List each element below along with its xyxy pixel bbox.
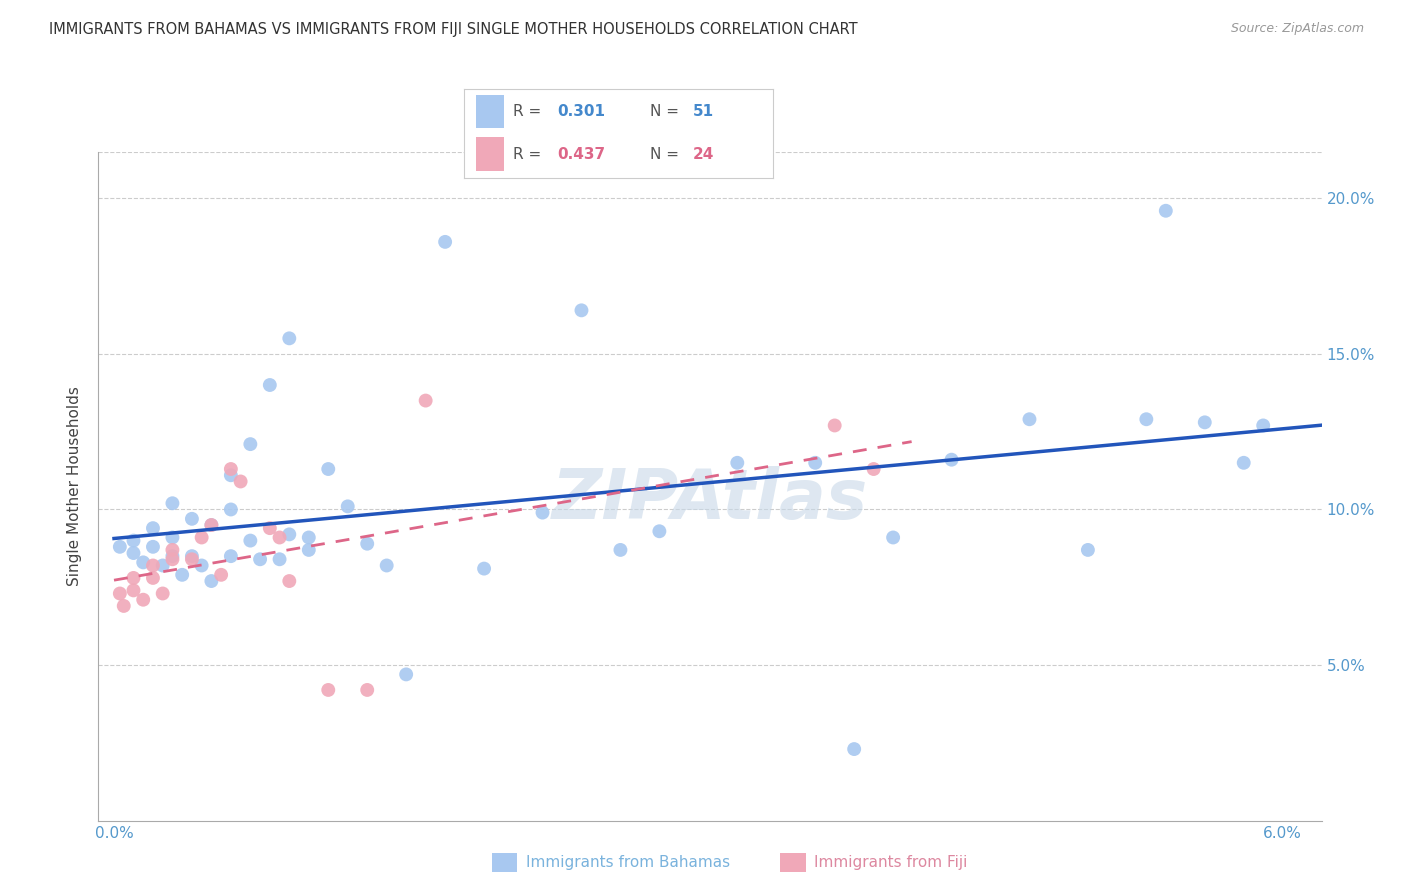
- Point: [571, 303, 593, 318]
- Y-axis label: Single Mother Households: Single Mother Households: [67, 386, 83, 586]
- Point: [941, 452, 963, 467]
- Text: R =: R =: [513, 104, 547, 119]
- Point: [298, 531, 321, 545]
- Point: [434, 235, 457, 249]
- Text: 0.437: 0.437: [557, 147, 605, 161]
- Point: [162, 543, 184, 558]
- Point: [1233, 456, 1256, 470]
- FancyBboxPatch shape: [477, 137, 505, 171]
- Point: [190, 531, 212, 545]
- Point: [1154, 203, 1177, 218]
- Point: [132, 555, 155, 569]
- Point: [122, 583, 145, 598]
- Point: [122, 546, 145, 560]
- Point: [1018, 412, 1040, 426]
- Point: [356, 537, 378, 551]
- Point: [278, 527, 301, 541]
- Point: [844, 742, 866, 756]
- Point: [804, 456, 827, 470]
- Point: [239, 533, 262, 548]
- Point: [122, 571, 145, 585]
- Point: [259, 521, 281, 535]
- Point: [375, 558, 398, 573]
- Point: [172, 567, 194, 582]
- Point: [1135, 412, 1157, 426]
- Point: [219, 468, 242, 483]
- Point: [1194, 415, 1216, 429]
- Point: [112, 599, 135, 613]
- Point: [152, 558, 174, 573]
- Text: R =: R =: [513, 147, 547, 161]
- Point: [725, 456, 748, 470]
- Point: [882, 531, 904, 545]
- Point: [1077, 543, 1099, 558]
- Text: ZIPAtlas: ZIPAtlas: [553, 466, 868, 533]
- Text: 51: 51: [693, 104, 714, 119]
- Point: [1251, 418, 1274, 433]
- Point: [142, 571, 165, 585]
- Text: 0.301: 0.301: [557, 104, 605, 119]
- Point: [298, 543, 321, 558]
- Point: [259, 378, 281, 392]
- Point: [122, 533, 145, 548]
- Point: [278, 331, 301, 345]
- Point: [239, 437, 262, 451]
- Point: [229, 475, 252, 489]
- Text: Immigrants from Fiji: Immigrants from Fiji: [814, 855, 967, 870]
- Point: [395, 667, 418, 681]
- Text: N =: N =: [650, 147, 683, 161]
- Point: [219, 549, 242, 563]
- Point: [200, 574, 222, 588]
- Point: [472, 561, 495, 575]
- Point: [269, 552, 291, 566]
- Point: [862, 462, 884, 476]
- Point: [200, 518, 222, 533]
- Point: [162, 552, 184, 566]
- Point: [415, 393, 437, 408]
- Point: [190, 558, 212, 573]
- Point: [180, 512, 202, 526]
- Point: [316, 682, 339, 697]
- Point: [132, 592, 155, 607]
- Text: Immigrants from Bahamas: Immigrants from Bahamas: [526, 855, 730, 870]
- FancyBboxPatch shape: [477, 95, 505, 128]
- Point: [108, 586, 131, 600]
- Point: [142, 558, 165, 573]
- Point: [209, 567, 232, 582]
- Text: Source: ZipAtlas.com: Source: ZipAtlas.com: [1230, 22, 1364, 36]
- Point: [162, 531, 184, 545]
- Point: [269, 531, 291, 545]
- Point: [824, 418, 846, 433]
- Text: IMMIGRANTS FROM BAHAMAS VS IMMIGRANTS FROM FIJI SINGLE MOTHER HOUSEHOLDS CORRELA: IMMIGRANTS FROM BAHAMAS VS IMMIGRANTS FR…: [49, 22, 858, 37]
- Point: [200, 518, 222, 533]
- Point: [316, 462, 339, 476]
- Point: [609, 543, 631, 558]
- Point: [180, 549, 202, 563]
- Point: [336, 500, 359, 514]
- Point: [356, 682, 378, 697]
- Text: 24: 24: [693, 147, 714, 161]
- Point: [278, 574, 301, 588]
- Point: [152, 586, 174, 600]
- Point: [180, 552, 202, 566]
- Point: [162, 496, 184, 510]
- Point: [142, 540, 165, 554]
- Point: [219, 502, 242, 516]
- Point: [219, 462, 242, 476]
- Point: [648, 524, 671, 539]
- Point: [108, 540, 131, 554]
- Text: N =: N =: [650, 104, 683, 119]
- Point: [531, 506, 554, 520]
- Point: [142, 521, 165, 535]
- Point: [249, 552, 271, 566]
- Point: [162, 549, 184, 563]
